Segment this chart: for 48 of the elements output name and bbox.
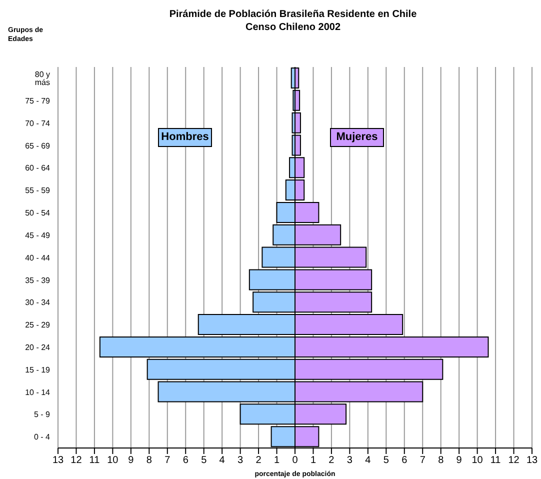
x-tick-label: 11 xyxy=(89,455,100,466)
y-tick-label: 70 - 74 xyxy=(25,118,51,128)
x-tick-label: 3 xyxy=(238,455,244,466)
x-tick-label: 12 xyxy=(70,455,82,466)
text: Hombres xyxy=(158,128,212,147)
x-tick-label: 10 xyxy=(472,455,484,466)
y-tick-label: 60 - 64 xyxy=(25,164,51,173)
y-tick-label: 15 - 19 xyxy=(25,365,51,374)
y-tick-label: 55 - 59 xyxy=(25,186,51,196)
x-tick-label: 5 xyxy=(383,455,390,466)
chart-title: Pirámide de Población Brasileña Residente en Chile xyxy=(168,8,418,21)
x-tick-label: 5 xyxy=(201,455,208,466)
y-tick-label: 20 - 24 xyxy=(25,342,51,352)
y-tick-label: 45 - 49 xyxy=(25,230,51,240)
x-tick-label: 7 xyxy=(164,455,171,466)
y-tick-label: 40 - 44 xyxy=(25,253,51,262)
x-tick-label: 4 xyxy=(219,455,226,466)
y-tick-label: 80 y más xyxy=(34,70,50,88)
x-tick-label: 2 xyxy=(256,455,262,466)
y-tick-label: 30 - 34 xyxy=(25,298,51,308)
chart-subtitle: Censo Chileno 2002 xyxy=(244,21,342,34)
x-tick-label: 10 xyxy=(107,455,119,466)
x-tick-label: 7 xyxy=(420,455,426,466)
x-tick-label: 6 xyxy=(402,455,408,466)
x-tick-label: 6 xyxy=(182,455,189,466)
x-tick-label: 1 xyxy=(274,455,280,466)
x-tick-label: 1 xyxy=(310,455,316,466)
x-tick-label: 4 xyxy=(365,455,372,466)
x-tick-label: 13 xyxy=(526,455,538,466)
x-tick-label: 3 xyxy=(346,455,353,466)
x-tick-label: 11 xyxy=(490,455,502,466)
y-tick-label: 35 - 39 xyxy=(25,276,51,285)
x-tick-label: 0 xyxy=(292,455,298,466)
x-tick-label: 13 xyxy=(52,455,64,466)
x-tick-label: 8 xyxy=(438,455,444,466)
y-tick-label: 0 - 4 xyxy=(34,432,51,442)
y-tick-label: 75 - 79 xyxy=(25,96,51,106)
y-tick-label: 25 - 29 xyxy=(25,320,51,330)
y-tick-label: 50 - 54 xyxy=(25,208,51,218)
x-tick-label: 12 xyxy=(508,455,520,466)
x-tick-label: 8 xyxy=(146,455,152,466)
y-tick-label: 5 - 9 xyxy=(34,410,51,420)
x-tick-label: 9 xyxy=(456,455,462,466)
y-tick-label: 10 - 14 xyxy=(25,388,51,397)
x-tick-label: 2 xyxy=(328,455,335,466)
y-tick-label: 65 - 69 xyxy=(25,141,51,150)
text: Mujeres xyxy=(330,128,384,147)
x-tick-label: 9 xyxy=(128,455,134,466)
